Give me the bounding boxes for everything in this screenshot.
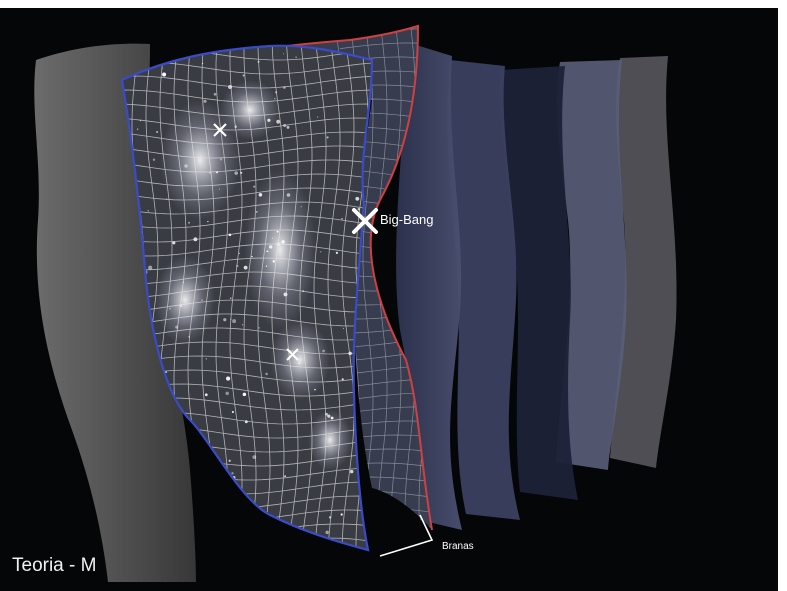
brane-far-6 (610, 56, 677, 468)
marker-bottom-x (286, 348, 299, 361)
branas-label: Branas (442, 541, 474, 552)
branas-bracket (379, 514, 434, 557)
big-bang-label: Big-Bang (380, 212, 434, 227)
big-bang-marker (352, 208, 378, 234)
white-border-top (0, 0, 787, 8)
brane-far-4 (499, 66, 578, 500)
brane-far-3 (447, 60, 520, 520)
brane-far-2 (396, 40, 462, 530)
marker-top-x (213, 123, 227, 137)
brane-far-5 (556, 60, 627, 470)
brane-left-grey (34, 43, 197, 583)
white-border-right (778, 0, 787, 591)
diagram-title: Teoria - M (12, 555, 97, 576)
brane-front (120, 44, 374, 552)
